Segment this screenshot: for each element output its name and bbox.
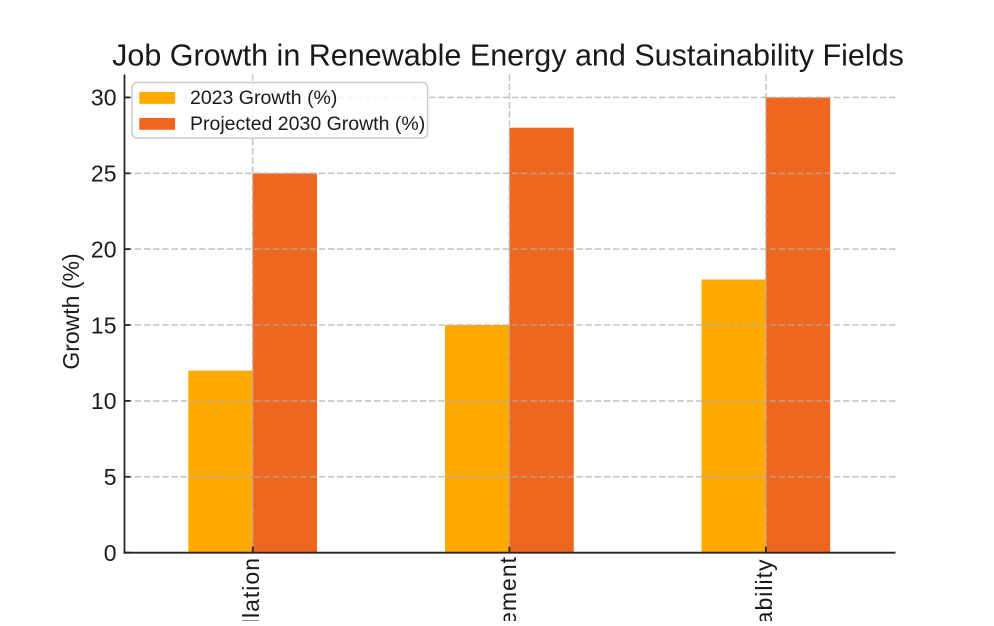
svg-text:Sustainability: Sustainability <box>751 559 777 622</box>
svg-text:25: 25 <box>91 161 117 187</box>
svg-text:Job Growth in Renewable Energy: Job Growth in Renewable Energy and Susta… <box>112 39 904 73</box>
svg-text:Projected 2030 Growth (%): Projected 2030 Growth (%) <box>190 113 425 135</box>
svg-text:2023 Growth (%): 2023 Growth (%) <box>190 87 337 109</box>
svg-text:5: 5 <box>104 464 117 490</box>
svg-text:10: 10 <box>91 388 117 414</box>
svg-text:0: 0 <box>104 540 117 566</box>
svg-text:15: 15 <box>91 312 117 338</box>
svg-text:Solar Installation: Solar Installation <box>238 557 264 621</box>
svg-text:Energy Management: Energy Management <box>495 556 521 621</box>
svg-text:30: 30 <box>91 85 117 111</box>
svg-text:20: 20 <box>91 236 117 262</box>
svg-text:Growth (%): Growth (%) <box>58 253 84 369</box>
